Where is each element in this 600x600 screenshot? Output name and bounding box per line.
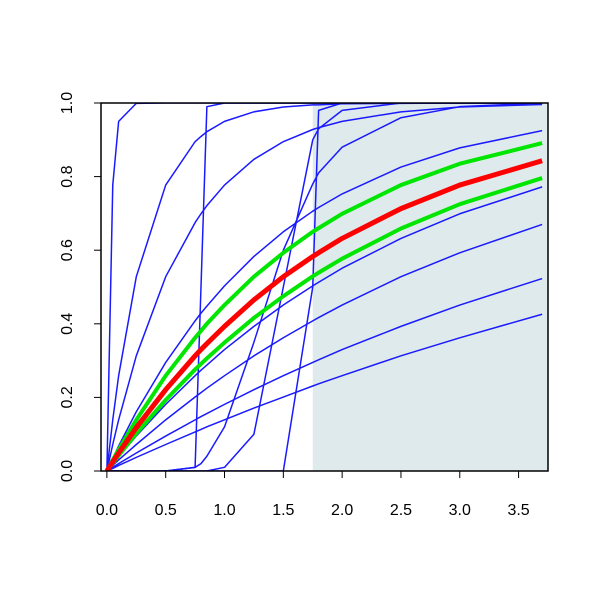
series-line xyxy=(106,103,543,471)
shaded-region xyxy=(312,103,548,471)
series-line xyxy=(106,103,543,471)
series-line xyxy=(106,223,543,471)
y-tick-label: 0.0 xyxy=(59,460,76,482)
series-line xyxy=(105,141,543,471)
y-tick-label: 0.8 xyxy=(59,165,76,187)
x-tick-label: 2.0 xyxy=(331,502,353,519)
plot-area xyxy=(104,103,548,471)
y-tick-label: 1.0 xyxy=(59,92,76,114)
x-tick-label: 0.0 xyxy=(96,502,118,519)
x-tick-label: 0.5 xyxy=(155,502,177,519)
y-tick-label: 0.2 xyxy=(59,386,76,408)
series-line xyxy=(106,277,543,471)
series-line xyxy=(106,129,543,471)
series-line xyxy=(106,313,543,471)
plot-box xyxy=(100,102,549,472)
series-line xyxy=(106,103,543,471)
x-tick-label: 2.5 xyxy=(390,502,412,519)
y-tick-label: 0.4 xyxy=(59,313,76,335)
x-tick-label: 1.0 xyxy=(213,502,235,519)
series-line xyxy=(104,158,543,471)
series-line xyxy=(106,103,543,471)
x-tick-label: 1.5 xyxy=(272,502,294,519)
y-tick-label: 0.6 xyxy=(59,239,76,261)
x-tick-label: 3.5 xyxy=(507,502,529,519)
x-tick-label: 3.0 xyxy=(449,502,471,519)
series-line xyxy=(105,176,543,471)
